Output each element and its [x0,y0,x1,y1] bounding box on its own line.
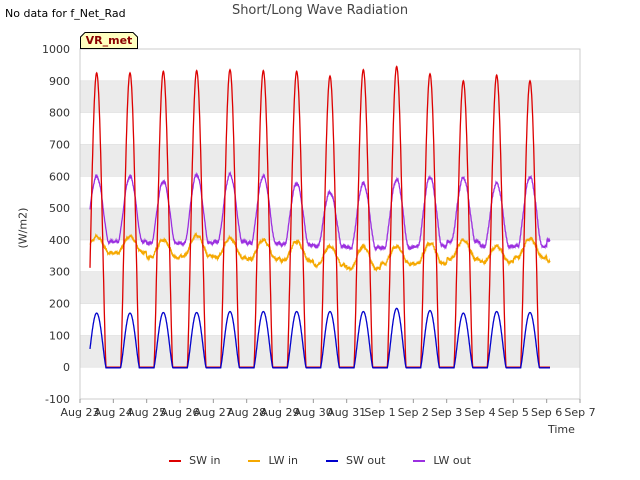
legend-swatch-sw-out [326,459,339,462]
x-tick-label: Aug 30 [294,406,333,419]
y-axis-label: (W/m2) [16,207,30,249]
y-tick-label: 200 [49,298,70,311]
legend-item-sw-out[interactable]: SW out [326,454,385,467]
plot-band [80,335,580,368]
x-tick-label: Aug 29 [261,406,300,419]
plot-band [80,80,580,113]
y-tick-label: 500 [49,202,70,215]
x-axis-label: Time [548,423,575,436]
legend: SW in LW in SW out LW out [0,454,640,467]
no-data-message: No data for f_Net_Rad [5,7,126,20]
legend-label-sw-out: SW out [346,454,386,467]
y-axis-ticks: -100 0 100 200 300 400 500 600 700 800 900 1000 [42,43,70,406]
y-tick-label: 600 [49,170,70,183]
legend-item-sw-in[interactable]: SW in [169,454,220,467]
x-tick-label: Sep 7 [564,406,595,419]
plot-frame [79,48,581,400]
x-tick-label: Aug 24 [94,406,133,419]
x-tick-label: Aug 26 [161,406,200,419]
x-tick-label: Sep 6 [531,406,562,419]
y-tick-label: 1000 [42,43,70,56]
legend-item-lw-out[interactable]: LW out [413,454,471,467]
legend-swatch-lw-in [248,459,261,462]
y-tick-label: 300 [49,266,70,279]
legend-label-sw-in: SW in [189,454,221,467]
y-tick-label: 800 [49,107,70,120]
x-tick-label: Aug 25 [127,406,166,419]
y-tick-label: -100 [45,393,70,406]
y-tick-label: 100 [49,329,70,342]
x-tick-label: Aug 23 [61,406,100,419]
x-tick-label: Aug 27 [194,406,233,419]
y-tick-label: 900 [49,75,70,88]
plot-band [80,144,580,177]
x-tick-label: Sep 3 [431,406,462,419]
y-tick-label: 700 [49,138,70,151]
site-badge-label: VR_met [85,34,133,47]
y-tick-label: 0 [63,361,70,374]
x-tick-label: Sep 4 [464,406,495,419]
plot-bands [80,80,580,368]
series-line-lw-out [89,170,551,252]
x-tick-label: Sep 1 [364,406,395,419]
badge-shape [80,32,138,49]
series-lines [89,65,551,369]
x-tick-label: Aug 31 [327,406,366,419]
plot-band [80,208,580,240]
legend-swatch-lw-out [413,459,426,462]
legend-item-lw-in[interactable]: LW in [248,454,298,467]
y-tick-label: 400 [49,234,70,247]
chart-title: Short/Long Wave Radiation [231,3,409,18]
x-tick-label: Aug 28 [227,406,266,419]
plot-band [80,271,580,304]
legend-label-lw-in: LW in [268,454,299,467]
series-line-lw-in [89,231,551,273]
x-tick-label: Sep 2 [398,406,429,419]
x-tick-label: Sep 5 [498,406,529,419]
series-line-sw-out [89,307,550,369]
legend-swatch-sw-in [169,459,182,462]
legend-label-lw-out: LW out [433,454,471,467]
site-badge: VR_met [80,32,138,49]
